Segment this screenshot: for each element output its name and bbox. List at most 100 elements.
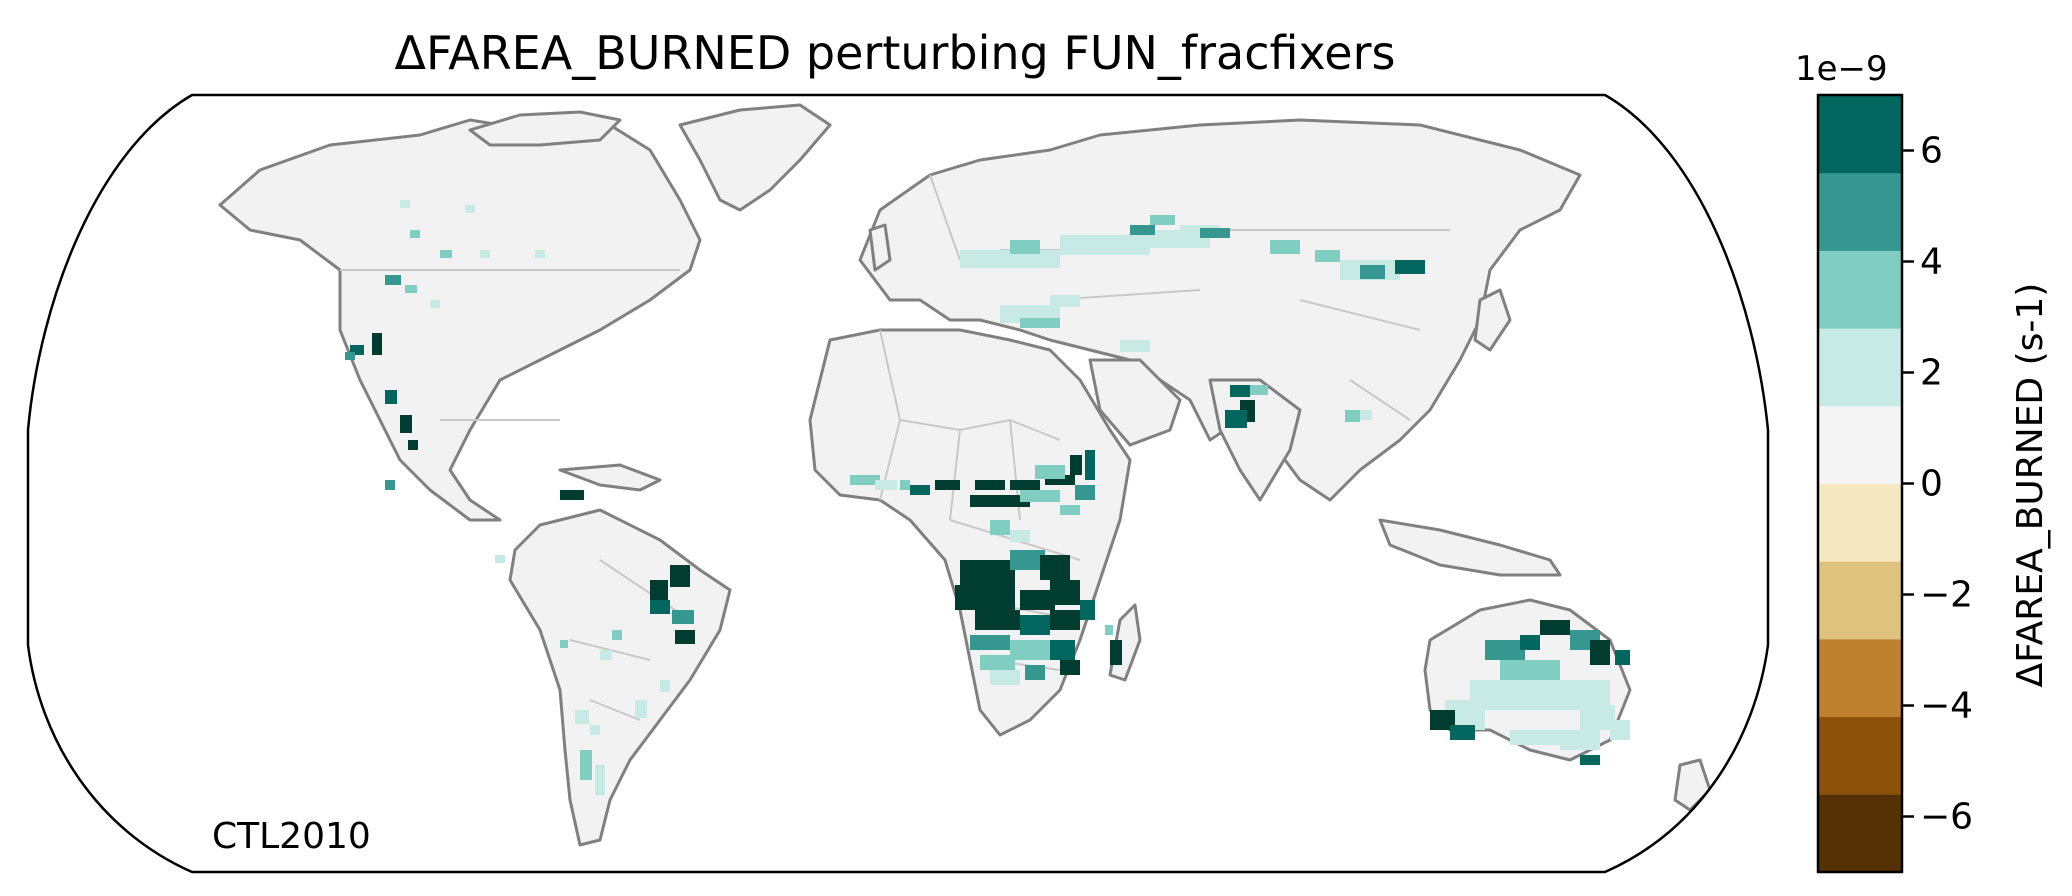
data-cell (465, 205, 475, 213)
data-cell (1610, 720, 1630, 740)
colorbar-band (1818, 405, 1902, 484)
data-cell (1020, 615, 1050, 635)
globe-outline (26, 93, 1770, 874)
data-cell (575, 710, 589, 724)
data-cell (1010, 530, 1030, 542)
data-cell (1230, 385, 1250, 397)
data-cell (1050, 610, 1080, 630)
data-cell (1250, 385, 1268, 395)
data-cell (595, 765, 605, 795)
data-cell (495, 555, 505, 563)
colorbar-band (1818, 483, 1902, 562)
data-cell (1360, 265, 1385, 279)
indonesia (1378, 518, 1562, 577)
data-cell (1270, 240, 1300, 254)
data-cell (612, 630, 622, 640)
data-cell (1450, 725, 1475, 740)
data-cell (1485, 640, 1525, 660)
data-cell (385, 275, 401, 285)
data-cell (672, 610, 694, 624)
colorbar-exponent: 1e−9 (1795, 49, 1888, 89)
colorbar-band (1818, 794, 1902, 873)
data-cell (580, 750, 592, 780)
data-cell (1020, 590, 1055, 610)
colorbar-tick-label: −2 (1920, 575, 1973, 616)
data-cell (670, 565, 690, 587)
data-cell (935, 480, 960, 490)
data-cell (385, 480, 395, 490)
data-cell (1395, 260, 1425, 274)
data-cell (1060, 660, 1080, 675)
data-cell (990, 670, 1020, 685)
data-cell (910, 485, 930, 495)
data-cell (1010, 240, 1040, 254)
data-cell (480, 250, 490, 258)
data-cell (970, 635, 1010, 650)
data-cell (1520, 635, 1540, 650)
data-cell (405, 285, 417, 293)
colorbar-bands (1818, 95, 1902, 873)
data-cell (1360, 410, 1372, 420)
data-cell (955, 585, 1015, 610)
data-cell (660, 680, 670, 692)
data-cell (1225, 410, 1247, 428)
colorbar-tick-label: 2 (1920, 353, 1943, 394)
data-cell (650, 580, 668, 600)
data-cell (1615, 650, 1630, 665)
british-isles (868, 223, 892, 272)
data-cell (960, 560, 1015, 585)
japan (1473, 288, 1512, 352)
data-cell (1040, 555, 1070, 580)
data-cell (960, 250, 1060, 268)
data-cell (1430, 710, 1455, 730)
colorbar-band (1818, 328, 1902, 407)
data-cell (1050, 295, 1080, 307)
data-cell (408, 440, 418, 450)
data-cell (975, 610, 1020, 630)
data-cell (975, 480, 1005, 490)
data-cell (560, 490, 584, 500)
data-cell (560, 640, 568, 648)
data-cell (850, 475, 880, 485)
data-cell (1200, 228, 1230, 238)
experiment-label: CTL2010 (212, 816, 371, 857)
colorbar-band (1818, 250, 1902, 329)
data-cell (1020, 490, 1060, 502)
colorbar-band (1818, 716, 1902, 795)
data-cell (1500, 660, 1560, 680)
colorbar-tick-label: −6 (1920, 797, 1973, 838)
arctic-islands (468, 110, 622, 147)
data-cell (1110, 640, 1122, 665)
data-cell (1010, 550, 1045, 570)
data-cell (980, 655, 1015, 670)
data-cell (600, 650, 612, 660)
data-cell (1045, 475, 1075, 485)
data-cell (372, 333, 382, 355)
colorbar-tick-label: 0 (1920, 464, 1943, 505)
colorbar-ticks: 6 4 2 0 −2 −4 −6 (1902, 131, 1973, 838)
data-cell (350, 345, 364, 355)
data-cell (1060, 235, 1150, 255)
data-cell (1025, 665, 1045, 680)
data-cell (635, 700, 647, 718)
data-cell (1075, 485, 1095, 500)
data-cell (900, 480, 910, 490)
data-cell (590, 725, 600, 735)
data-cell (1050, 640, 1075, 660)
data-cell (1070, 455, 1082, 475)
data-cell (1580, 705, 1615, 730)
data-cell (1315, 250, 1340, 262)
data-cell (1120, 340, 1150, 352)
data-cell (345, 352, 355, 360)
colorbar-band (1818, 172, 1902, 251)
data-cell (1010, 640, 1050, 660)
colorbar-label: ΔFAREA_BURNED (s-1) (2010, 283, 2051, 688)
data-cell (1035, 465, 1065, 479)
data-cell (400, 415, 412, 433)
eurasia (858, 118, 1582, 502)
south-america (508, 508, 732, 847)
data-cell (1085, 450, 1095, 480)
data-cell (1130, 225, 1155, 235)
data-cell (1020, 318, 1060, 328)
